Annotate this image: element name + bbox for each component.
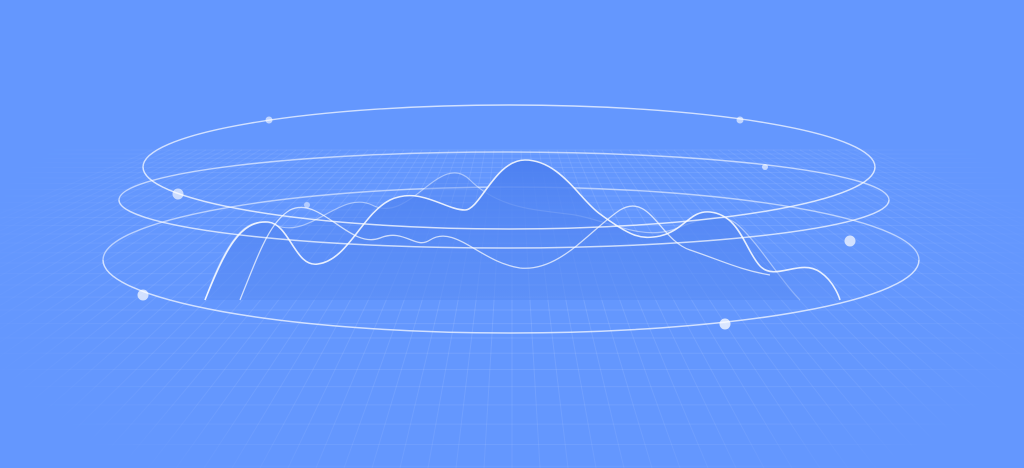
- grid-line: [817, 149, 1024, 252]
- grid-line: [119, 149, 387, 468]
- grid-line: [835, 149, 1024, 238]
- grid-line: [871, 149, 1024, 215]
- grid-line: [610, 149, 821, 468]
- grid-line: [203, 149, 414, 468]
- grid-line: [63, 149, 369, 468]
- grid-line: [754, 149, 1024, 318]
- ring-node: [172, 188, 184, 200]
- grid-line: [691, 149, 1024, 429]
- grid-line: [0, 149, 315, 390]
- ring-top-back: [142, 104, 876, 168]
- grid-line: [0, 149, 306, 373]
- grid-line: [147, 149, 396, 468]
- wave-main-fill: [205, 160, 840, 300]
- grid-line: [0, 149, 261, 306]
- grid-line: [0, 149, 207, 252]
- grid-line: [0, 149, 279, 330]
- grid-line: [0, 149, 153, 215]
- grid-line: [628, 149, 877, 468]
- grid-line: [664, 149, 989, 468]
- grid-line: [0, 149, 297, 358]
- grid-line: [583, 149, 737, 468]
- ring-node: [265, 116, 273, 124]
- grid-line: [799, 149, 1024, 268]
- ring-node: [844, 235, 856, 247]
- grid-line: [619, 149, 849, 468]
- grid-line: [781, 149, 1024, 286]
- rings-front: [102, 166, 920, 334]
- grid-line: [0, 149, 243, 286]
- grid-line: [371, 149, 468, 468]
- grid-line: [862, 149, 1024, 220]
- ring-node: [719, 318, 731, 330]
- grid-line: [745, 149, 1024, 330]
- grid-line: [637, 149, 905, 468]
- grid-line: [826, 149, 1024, 245]
- ring-nodes: [137, 116, 856, 330]
- grid-line: [0, 149, 270, 318]
- grid-line: [175, 149, 405, 468]
- wave-main-line: [204, 159, 841, 301]
- grid-line: [0, 149, 234, 277]
- grid-line: [736, 149, 1024, 343]
- grid-line: [0, 149, 252, 296]
- grid-line: [646, 149, 933, 468]
- grid-line: [91, 149, 378, 468]
- grid-line: [0, 149, 225, 268]
- ring-node: [762, 164, 768, 170]
- grid-line: [0, 149, 342, 452]
- ring-top-front: [142, 166, 876, 230]
- grid-line: [0, 149, 216, 260]
- ring-middle-front: [118, 199, 890, 249]
- ring-node: [304, 202, 310, 208]
- grid-line: [0, 149, 171, 226]
- grid-line: [592, 149, 765, 468]
- grid-line: [0, 149, 198, 245]
- grid-line: [682, 149, 1024, 452]
- grid-line: [763, 149, 1024, 306]
- grid-line: [709, 149, 1024, 390]
- grid-line: [808, 149, 1024, 260]
- grid-line: [0, 149, 189, 238]
- grid-line: [790, 149, 1024, 277]
- ring-node: [736, 116, 744, 124]
- grid-line: [0, 149, 333, 429]
- grid-line: [772, 149, 1024, 296]
- grid-line: [601, 149, 793, 468]
- ring-bottom-front: [102, 259, 920, 334]
- ring-node: [137, 289, 149, 301]
- grid-line: [0, 149, 180, 232]
- ring-middle-back: [118, 151, 890, 201]
- grid-line: [718, 149, 1024, 373]
- grid-line: [673, 149, 1017, 468]
- grid-line: [844, 149, 1024, 232]
- grid-line: [655, 149, 961, 468]
- grid-line: [574, 149, 709, 468]
- grid-line: [0, 149, 162, 220]
- grid-line: [853, 149, 1024, 226]
- grid-line: [399, 149, 477, 468]
- grid-line: [7, 149, 351, 468]
